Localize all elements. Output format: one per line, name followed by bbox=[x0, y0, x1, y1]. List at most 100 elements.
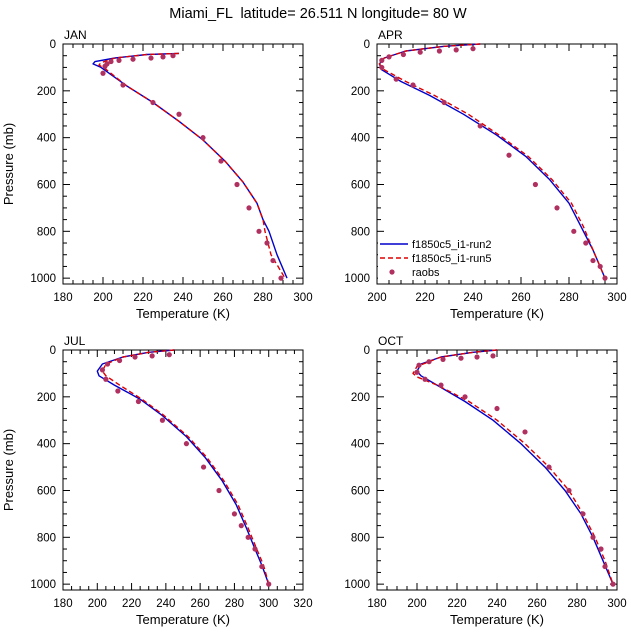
legend-entry: f1850c5_i1-run2 bbox=[380, 239, 492, 251]
y-tick-label: 0 bbox=[50, 345, 56, 357]
series-line-f1850c5-i1-run2 bbox=[96, 349, 270, 585]
data-point bbox=[546, 464, 552, 470]
y-tick-label: 800 bbox=[351, 532, 370, 544]
data-point bbox=[234, 181, 240, 188]
data-point bbox=[422, 376, 428, 382]
legend-label: raobs bbox=[412, 267, 440, 279]
data-point bbox=[598, 546, 604, 552]
x-tick-label: 200 bbox=[407, 598, 426, 610]
data-point bbox=[270, 257, 276, 264]
y-tick-label: 200 bbox=[37, 86, 56, 98]
figure-title: Miami_FL latitude= 26.511 N longitude= 8… bbox=[169, 6, 467, 22]
series-line-f1850c5-i1-run5 bbox=[101, 349, 270, 585]
data-point bbox=[103, 376, 109, 382]
data-point bbox=[386, 54, 392, 60]
y-axis-label: Pressure (mb) bbox=[1, 123, 16, 205]
data-point bbox=[99, 367, 106, 373]
data-point bbox=[440, 356, 446, 362]
data-point bbox=[135, 398, 142, 405]
data-point bbox=[400, 51, 406, 58]
data-point bbox=[264, 240, 270, 246]
data-point bbox=[183, 441, 190, 447]
data-point bbox=[490, 353, 496, 359]
x-axis-label: Temperature (K) bbox=[450, 612, 544, 627]
series-line-f1850c5-i1-run2 bbox=[416, 349, 614, 585]
panel-apr: 200 220 240 260 280 300 0 200 400 600 800 1000 APR Te… bbox=[344, 28, 626, 321]
y-tick-label: 1000 bbox=[344, 579, 370, 591]
x-tick-label: 180 bbox=[53, 292, 72, 304]
legend-entry: f1850c5_i1-run5 bbox=[380, 253, 492, 265]
data-point bbox=[522, 429, 528, 435]
data-point bbox=[259, 563, 265, 570]
y-tick-label: 400 bbox=[351, 439, 370, 451]
data-point bbox=[150, 99, 156, 106]
y-tick-label: 200 bbox=[37, 392, 56, 404]
plot-frame bbox=[376, 349, 618, 591]
data-point bbox=[470, 46, 476, 52]
y-tick-label: 400 bbox=[37, 439, 56, 451]
plot-frame bbox=[62, 349, 304, 591]
y-tick-label: 400 bbox=[351, 133, 370, 145]
data-point bbox=[256, 228, 262, 234]
y-tick-label: 1000 bbox=[30, 579, 56, 591]
x-tick-label: 180 bbox=[367, 598, 386, 610]
data-point bbox=[160, 54, 166, 60]
legend-label: f1850c5_i1-run5 bbox=[412, 253, 492, 265]
data-point bbox=[116, 57, 122, 63]
data-point bbox=[410, 82, 416, 88]
y-tick-label: 400 bbox=[37, 133, 56, 145]
data-point bbox=[462, 394, 468, 400]
x-axis-label: Temperature (K) bbox=[450, 306, 544, 321]
x-tick-label: 200 bbox=[367, 292, 386, 304]
x-tick-label: 220 bbox=[415, 292, 434, 304]
data-point bbox=[159, 417, 166, 423]
series-raobs bbox=[99, 352, 272, 587]
data-point bbox=[566, 487, 572, 494]
x-tick-label: 240 bbox=[156, 598, 175, 610]
panel-title: JUL bbox=[64, 334, 86, 348]
legend-label: f1850c5_i1-run2 bbox=[412, 239, 492, 251]
x-tick-label: 200 bbox=[88, 598, 107, 610]
data-point bbox=[590, 257, 596, 264]
x-tick-label: 240 bbox=[463, 292, 482, 304]
data-point bbox=[436, 48, 442, 54]
x-tick-label: 280 bbox=[567, 598, 586, 610]
series-line-f1850c5-i1-run5 bbox=[378, 43, 606, 279]
data-point bbox=[379, 64, 385, 71]
data-point bbox=[252, 546, 258, 552]
data-point bbox=[216, 487, 222, 494]
data-point bbox=[120, 82, 126, 88]
data-point bbox=[100, 70, 106, 76]
data-point bbox=[278, 275, 284, 281]
data-point bbox=[130, 56, 136, 62]
series-raobs bbox=[414, 353, 616, 587]
data-point bbox=[426, 359, 432, 365]
panels: 180 200 220 240 260 280 300 0 200 400 600 800 1000 JA… bbox=[1, 28, 627, 627]
data-point bbox=[166, 352, 172, 358]
data-point bbox=[414, 369, 420, 375]
x-tick-label: 320 bbox=[293, 598, 312, 610]
series-line-f1850c5-i1-run5 bbox=[412, 349, 614, 585]
y-tick-label: 200 bbox=[351, 392, 370, 404]
data-point bbox=[453, 47, 459, 53]
y-tick-label: 800 bbox=[37, 532, 56, 544]
series-raobs bbox=[100, 53, 284, 281]
legend-marker bbox=[389, 269, 395, 275]
data-point bbox=[379, 57, 385, 63]
data-point bbox=[176, 111, 182, 117]
x-tick-label: 200 bbox=[93, 292, 112, 304]
x-tick-label: 220 bbox=[122, 598, 141, 610]
x-tick-label: 220 bbox=[133, 292, 152, 304]
x-tick-label: 280 bbox=[225, 598, 244, 610]
y-tick-label: 0 bbox=[364, 345, 370, 357]
data-point bbox=[438, 382, 444, 388]
x-axis-label: Temperature (K) bbox=[136, 306, 230, 321]
y-tick-label: 600 bbox=[351, 179, 370, 191]
y-axis-label: Pressure (mb) bbox=[1, 429, 16, 511]
data-point bbox=[458, 355, 464, 361]
data-point bbox=[580, 511, 586, 517]
x-tick-label: 300 bbox=[293, 292, 312, 304]
x-tick-label: 300 bbox=[259, 598, 278, 610]
